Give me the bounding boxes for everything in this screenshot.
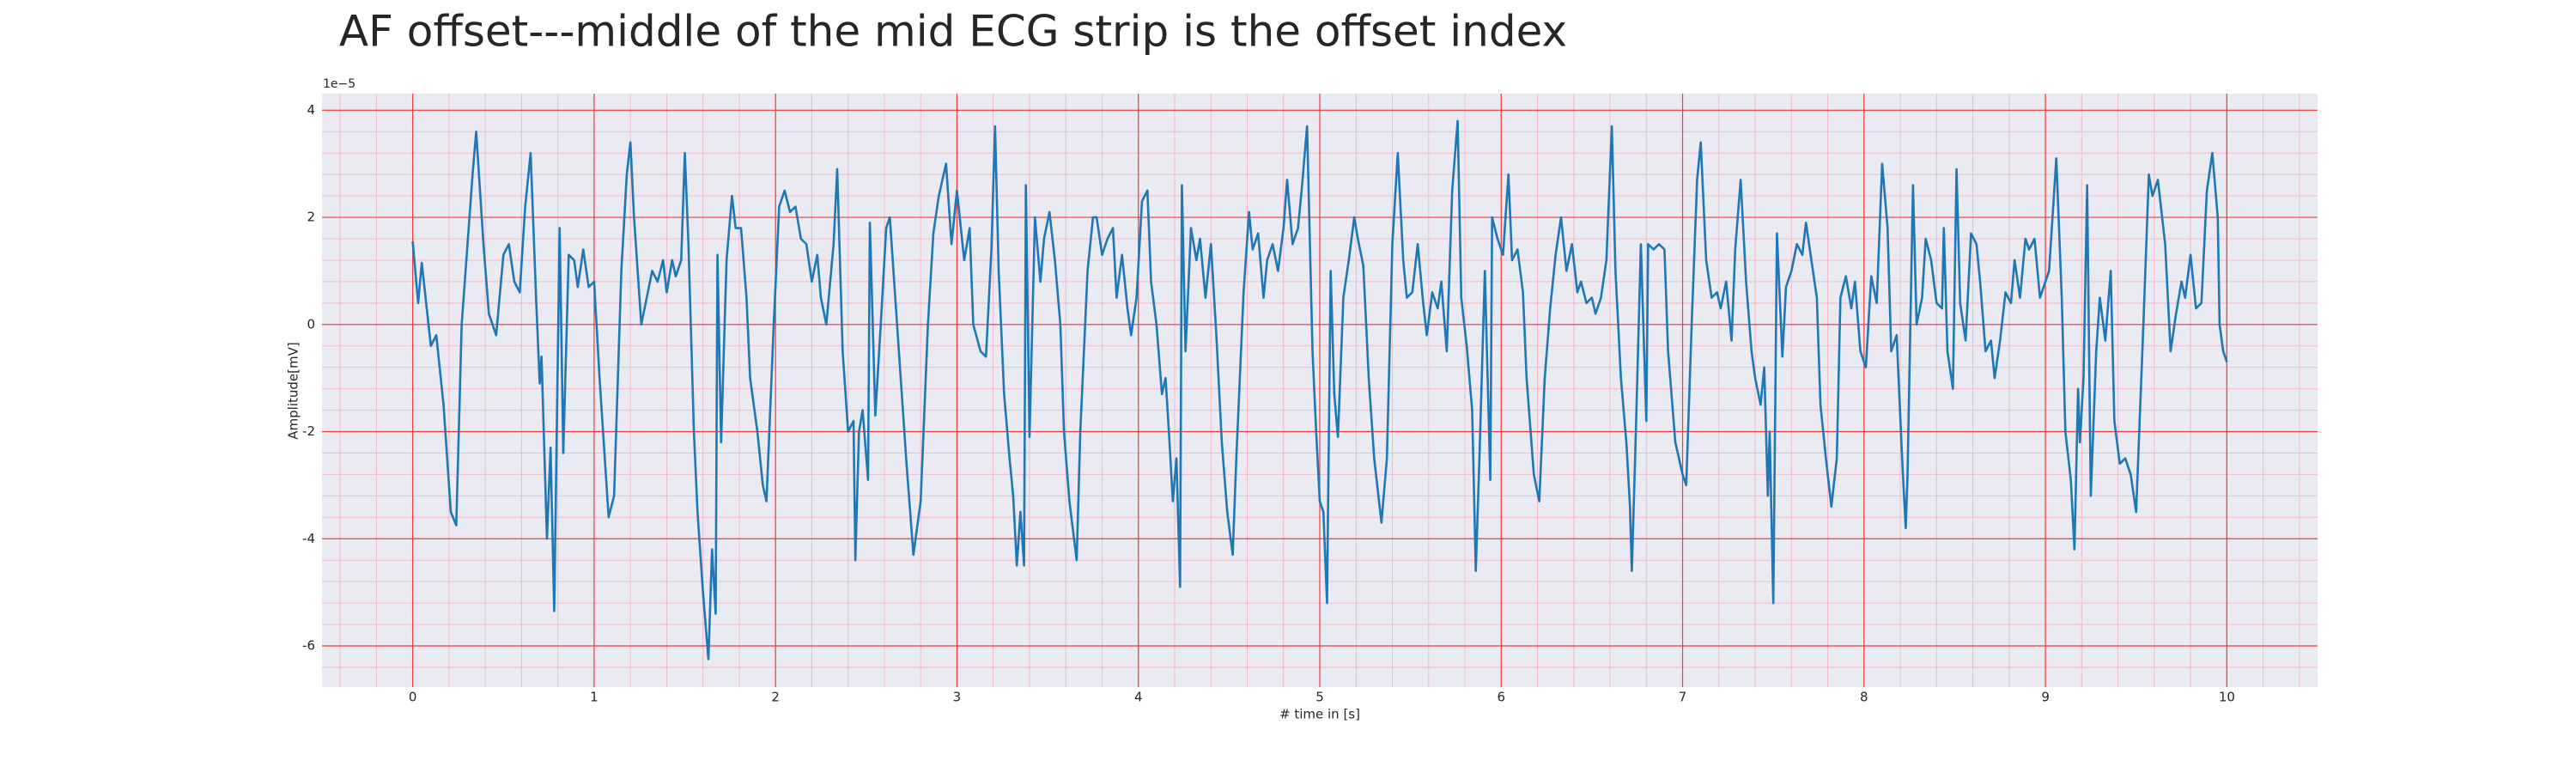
- x-tick-label: 6: [1497, 690, 1505, 705]
- x-tick-label: 8: [1860, 690, 1868, 705]
- x-tick-label: 4: [1134, 690, 1143, 705]
- x-tick-label: 10: [2219, 690, 2235, 705]
- y-tick-label: -4: [302, 531, 315, 546]
- chart-title: AF offset---middle of the mid ECG strip …: [339, 7, 1567, 57]
- x-axis-label: # time in [s]: [1279, 707, 1360, 722]
- y-axis-label: Amplitude[mV]: [286, 342, 301, 439]
- lines: [411, 119, 2228, 660]
- ticks: 0 1 2 3 4 5 6 7 8 9 10 -6 -4 -2 0 2 4: [302, 102, 2235, 705]
- x-tick-label: 9: [2041, 690, 2050, 705]
- y-tick-label: 0: [307, 316, 315, 332]
- y-tick-label: -2: [302, 423, 315, 439]
- x-tick-label: 1: [590, 690, 598, 705]
- y-tick-label: 4: [307, 102, 315, 118]
- x-tick-label: 5: [1315, 690, 1324, 705]
- x-tick-label: 3: [953, 690, 962, 705]
- x-tick-label: 0: [409, 690, 417, 705]
- x-tick-label: 2: [771, 690, 780, 705]
- y-offset-label: 1e−5: [323, 77, 355, 91]
- grid: [322, 94, 2318, 687]
- x-tick-label: 7: [1679, 690, 1687, 705]
- ecg-line: [411, 119, 2228, 660]
- y-tick-label: 2: [307, 210, 315, 225]
- y-tick-label: -6: [302, 637, 315, 653]
